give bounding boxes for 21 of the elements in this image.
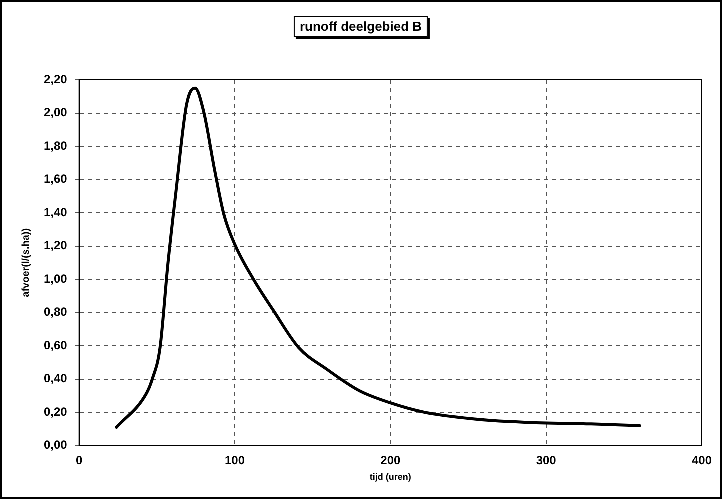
x-tick-label: 400: [692, 453, 712, 468]
y-tick-label: 1,40: [44, 205, 68, 220]
y-tick-label: 1,60: [44, 172, 68, 186]
y-tick-label: 1,00: [44, 272, 68, 286]
y-tick-label: 0,20: [44, 404, 68, 419]
y-tick-label: 1,20: [44, 238, 68, 253]
y-tick-label: 2,20: [44, 72, 68, 86]
x-tick-label: 0: [76, 453, 84, 468]
chart-title: runoff deelgebied B: [294, 16, 428, 37]
y-axis-title: afvoer(l/(s.ha)): [20, 228, 32, 298]
x-tick-label: 100: [225, 453, 246, 468]
x-axis-title: tijd (uren): [370, 472, 412, 482]
line-series: [115, 86, 642, 430]
x-tick-label: 200: [380, 453, 402, 468]
y-tick-label: 0,40: [44, 372, 68, 386]
y-tick-label: 0,80: [44, 305, 68, 320]
x-tick-label: 300: [536, 453, 557, 468]
y-tick-label: 0,60: [44, 338, 68, 352]
y-tick-label: 1,80: [44, 138, 68, 153]
y-tick-label: 2,00: [44, 106, 68, 120]
y-tick-label: 0,00: [44, 438, 68, 452]
